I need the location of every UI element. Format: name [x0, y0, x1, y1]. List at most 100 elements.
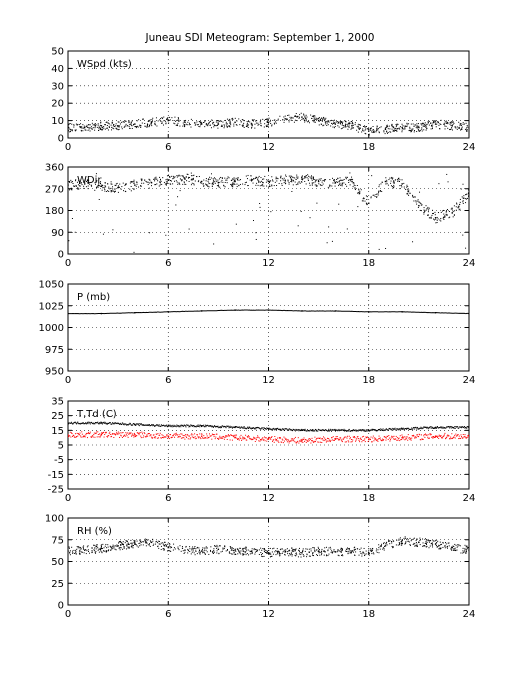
data-point: [348, 435, 350, 437]
data-point: [212, 123, 214, 125]
data-point: [444, 216, 446, 218]
data-point: [129, 127, 131, 129]
data-point: [258, 123, 260, 125]
data-point: [95, 548, 97, 550]
data-point: [98, 129, 100, 131]
data-point: [363, 198, 365, 200]
data-point: [140, 423, 142, 425]
data-point: [392, 438, 394, 440]
data-point: [150, 434, 152, 436]
data-point: [344, 126, 346, 128]
data-point: [143, 541, 145, 543]
data-point: [451, 433, 453, 435]
data-point: [146, 424, 148, 426]
data-point: [325, 429, 327, 431]
data-point: [297, 225, 299, 227]
data-point: [446, 436, 448, 438]
data-point: [163, 437, 165, 439]
data-point: [431, 542, 433, 544]
data-point: [248, 124, 250, 126]
data-point: [389, 428, 391, 430]
data-point: [155, 425, 157, 427]
data-point: [319, 437, 321, 439]
data-point: [389, 131, 391, 133]
data-point: [80, 435, 82, 437]
data-point: [284, 429, 286, 431]
data-point: [200, 433, 202, 435]
data-point: [218, 181, 220, 183]
data-point: [80, 548, 82, 550]
data-point: [149, 540, 151, 542]
data-point: [290, 438, 292, 440]
data-point: [282, 428, 284, 430]
data-point: [416, 203, 418, 205]
data-point: [430, 540, 432, 542]
data-point: [418, 428, 420, 430]
data-point: [418, 541, 420, 543]
data-point: [306, 116, 308, 118]
data-point: [408, 437, 410, 439]
data-point: [117, 423, 119, 425]
data-point: [295, 548, 297, 550]
data-point: [450, 548, 452, 550]
data-point: [144, 125, 146, 127]
data-point: [310, 440, 312, 442]
data-point: [414, 437, 416, 439]
data-point: [87, 182, 89, 184]
data-point: [201, 425, 203, 427]
data-point: [301, 438, 303, 440]
data-point: [215, 433, 217, 435]
data-point: [175, 432, 177, 434]
data-point: [69, 182, 71, 184]
data-point: [148, 425, 150, 427]
data-point: [228, 427, 230, 429]
data-point: [120, 424, 122, 426]
data-point: [75, 551, 77, 553]
data-point: [183, 124, 185, 126]
data-point: [434, 123, 437, 125]
data-point: [399, 435, 401, 437]
data-point: [141, 433, 143, 435]
data-point: [351, 551, 353, 553]
data-point: [336, 178, 338, 180]
data-point: [396, 124, 398, 126]
data-point: [263, 427, 265, 429]
data-point: [434, 217, 437, 219]
data-point: [230, 434, 232, 436]
data-point: [165, 424, 167, 426]
data-point: [157, 425, 159, 427]
data-point: [408, 437, 410, 439]
data-point: [125, 183, 127, 185]
data-point: [425, 426, 427, 428]
data-point: [420, 204, 422, 206]
data-point: [199, 552, 201, 554]
data-point: [96, 126, 98, 128]
data-point: [136, 423, 138, 425]
data-point: [122, 543, 124, 545]
data-point: [109, 545, 111, 547]
data-point: [400, 544, 402, 546]
data-point: [379, 429, 381, 431]
data-point: [335, 429, 337, 431]
data-point: [403, 436, 405, 438]
data-point: [76, 124, 78, 126]
data-point: [313, 547, 315, 549]
data-point: [381, 429, 383, 431]
data-point: [114, 190, 116, 192]
data-point: [462, 202, 464, 204]
data-point: [262, 181, 264, 183]
data-point: [133, 424, 135, 426]
data-point: [74, 130, 76, 132]
data-point: [104, 124, 106, 126]
data-point: [329, 186, 331, 188]
data-point: [95, 545, 97, 547]
data-point: [313, 118, 315, 120]
data-point: [91, 550, 93, 552]
data-point: [266, 438, 268, 440]
data-point: [208, 425, 210, 427]
data-point: [322, 436, 324, 438]
data-point: [338, 180, 340, 182]
data-point: [159, 432, 161, 434]
data-point: [391, 435, 393, 437]
